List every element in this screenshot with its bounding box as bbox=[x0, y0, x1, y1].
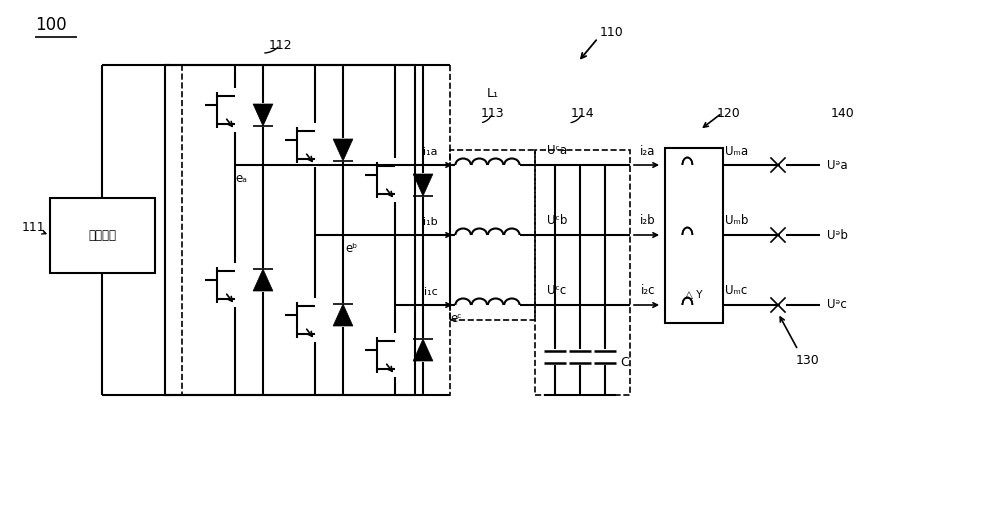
Bar bbox=[182, 65, 450, 395]
Text: Uᶜc: Uᶜc bbox=[547, 283, 566, 296]
Text: 直流电源: 直流电源 bbox=[88, 228, 116, 241]
Text: Uᶜa: Uᶜa bbox=[547, 144, 567, 157]
Bar bbox=[450, 150, 535, 320]
Text: Uᵊa: Uᵊa bbox=[827, 159, 848, 172]
Bar bbox=[50, 198, 155, 272]
Bar bbox=[165, 65, 415, 395]
Text: 114: 114 bbox=[571, 107, 594, 120]
Text: C: C bbox=[620, 356, 629, 369]
Polygon shape bbox=[413, 339, 433, 361]
Text: 140: 140 bbox=[831, 107, 855, 120]
Text: i₂c: i₂c bbox=[641, 284, 655, 297]
Text: 130: 130 bbox=[796, 354, 820, 367]
Text: i₁b: i₁b bbox=[423, 217, 438, 227]
Text: eᵇ: eᵇ bbox=[345, 241, 357, 254]
Text: 110: 110 bbox=[600, 25, 624, 38]
Text: i₂b: i₂b bbox=[640, 214, 656, 228]
Polygon shape bbox=[413, 174, 433, 196]
Polygon shape bbox=[333, 139, 353, 161]
Bar bbox=[665, 148, 723, 323]
Text: Uᵊc: Uᵊc bbox=[827, 298, 847, 311]
Text: 120: 120 bbox=[717, 107, 741, 120]
Text: 100: 100 bbox=[35, 16, 67, 34]
Bar bbox=[535, 150, 630, 395]
Polygon shape bbox=[333, 304, 353, 326]
Text: Uₘa: Uₘa bbox=[725, 145, 748, 158]
Text: i₂a: i₂a bbox=[640, 145, 656, 158]
Text: L₁: L₁ bbox=[486, 86, 498, 99]
Text: eᶜ: eᶜ bbox=[450, 311, 462, 324]
Text: 112: 112 bbox=[268, 38, 292, 51]
Polygon shape bbox=[253, 104, 273, 126]
Text: 113: 113 bbox=[481, 107, 504, 120]
Text: Uᶜb: Uᶜb bbox=[547, 214, 567, 227]
Text: eₐ: eₐ bbox=[235, 172, 247, 185]
Text: 111: 111 bbox=[22, 220, 46, 233]
Text: Uᵊb: Uᵊb bbox=[827, 228, 848, 241]
Text: Uₘb: Uₘb bbox=[725, 214, 748, 228]
Text: i₁c: i₁c bbox=[424, 287, 438, 297]
Polygon shape bbox=[253, 269, 273, 291]
Text: i₁a: i₁a bbox=[424, 147, 438, 157]
Text: △ Y: △ Y bbox=[685, 290, 703, 300]
Text: Uₘc: Uₘc bbox=[725, 284, 747, 297]
